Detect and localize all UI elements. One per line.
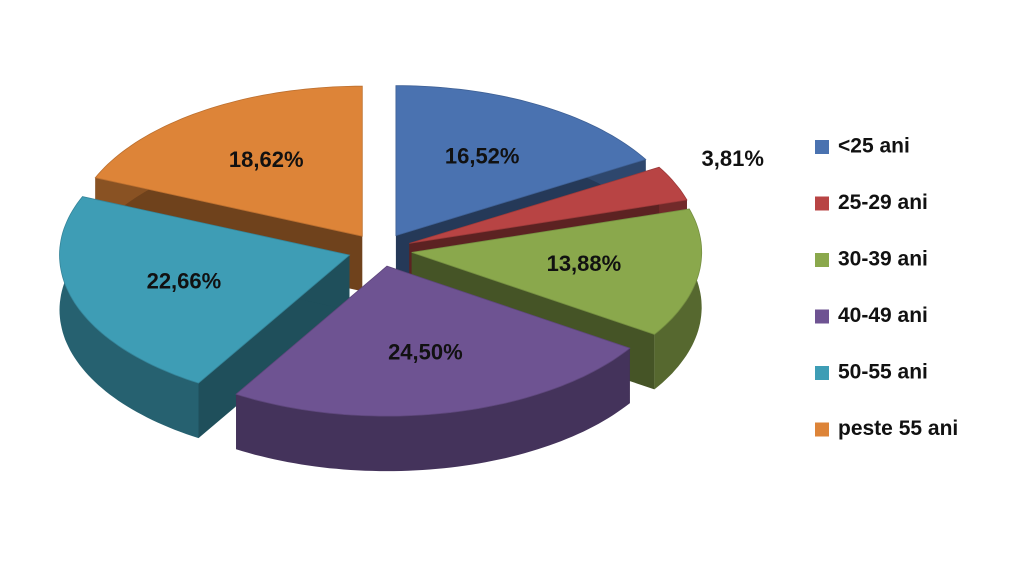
legend-swatch (815, 366, 829, 380)
data-label: 18,62% (229, 147, 304, 172)
legend-swatch (815, 253, 829, 267)
data-label: 16,52% (445, 143, 520, 168)
legend-swatch (815, 140, 829, 154)
slice (395, 85, 647, 237)
legend-swatch (815, 309, 829, 324)
legend-label: peste 55 ani (838, 417, 958, 440)
data-label: 22,66% (147, 268, 222, 293)
slice (409, 166, 688, 244)
slice (235, 265, 631, 417)
legend-label: 50-55 ani (838, 361, 928, 384)
data-label: 13,88% (547, 251, 622, 276)
legend-label: 30-39 ani (838, 248, 928, 271)
slice-side (236, 348, 630, 472)
data-label: 3,81% (702, 146, 764, 171)
slice-side (59, 196, 199, 439)
legend-swatch (815, 196, 829, 211)
slice (94, 85, 363, 237)
legend-swatch (815, 422, 829, 437)
slice (59, 196, 351, 384)
legend-label: 25-29 ani (838, 191, 928, 214)
legend-label: 40-49 ani (838, 304, 928, 327)
slice (411, 208, 703, 335)
legend-label: <25 ani (838, 135, 910, 158)
data-label: 24,50% (388, 340, 463, 365)
